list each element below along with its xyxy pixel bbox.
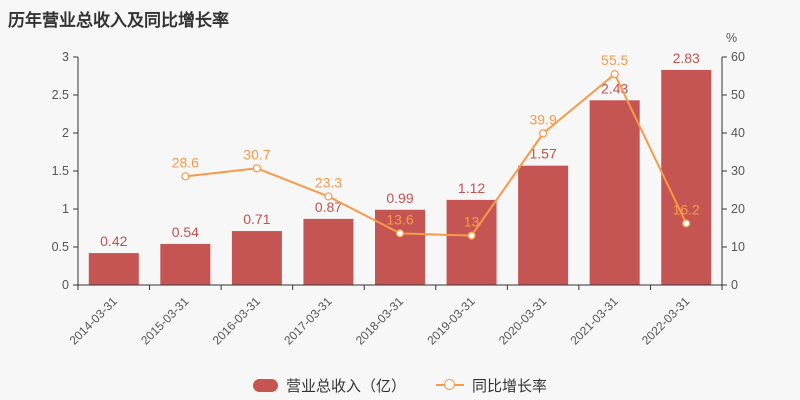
x-label-2016-03-31: 2016-03-31 bbox=[210, 294, 264, 348]
point-2016-03-31[interactable] bbox=[252, 164, 261, 173]
bar-swatch-icon bbox=[252, 378, 278, 392]
line-circle-swatch-icon bbox=[436, 378, 464, 392]
right-axis-tick-label: 30 bbox=[731, 164, 745, 178]
bar-label-2018-03-31: 0.99 bbox=[386, 190, 413, 206]
x-label-2014-03-31: 2014-03-31 bbox=[67, 294, 121, 348]
point-2022-03-31[interactable] bbox=[682, 219, 691, 228]
point-label-2021-03-31: 55.5 bbox=[601, 52, 628, 68]
x-label-2018-03-31: 2018-03-31 bbox=[353, 294, 407, 348]
left-axis-tick-label: 1 bbox=[62, 202, 69, 216]
right-axis-tick-label: 50 bbox=[731, 88, 745, 102]
growth-line bbox=[185, 73, 688, 237]
x-label-2019-03-31: 2019-03-31 bbox=[424, 294, 478, 348]
point-label-2022-03-31: 16.2 bbox=[673, 201, 700, 217]
bar-2021-03-31[interactable] bbox=[589, 100, 640, 285]
bar-2020-03-31[interactable] bbox=[518, 165, 569, 285]
legend-label-growth: 同比增长率 bbox=[472, 377, 548, 395]
bar-label-2015-03-31: 0.54 bbox=[172, 224, 199, 240]
point-label-2016-03-31: 30.7 bbox=[243, 146, 270, 162]
x-label-2022-03-31: 2022-03-31 bbox=[639, 294, 693, 348]
bar-2017-03-31[interactable] bbox=[303, 218, 354, 285]
x-label-2017-03-31: 2017-03-31 bbox=[281, 294, 335, 348]
point-label-2017-03-31: 23.3 bbox=[315, 174, 342, 190]
x-label-2021-03-31: 2021-03-31 bbox=[567, 294, 621, 348]
x-label-2015-03-31: 2015-03-31 bbox=[138, 294, 192, 348]
left-axis-tick-label: 2 bbox=[62, 126, 69, 140]
right-axis-unit: % bbox=[726, 31, 737, 45]
right-axis-tick-label: 60 bbox=[731, 50, 745, 64]
right-axis-tick-label: 0 bbox=[731, 278, 738, 292]
bar-label-2021-03-31: 2.43 bbox=[601, 80, 628, 96]
x-label-2020-03-31: 2020-03-31 bbox=[496, 294, 550, 348]
bar-label-2016-03-31: 0.71 bbox=[243, 211, 270, 227]
point-2021-03-31[interactable] bbox=[610, 69, 619, 79]
point-2017-03-31[interactable] bbox=[324, 192, 333, 201]
point-label-2019-03-31: 13 bbox=[464, 214, 480, 230]
bar-2019-03-31[interactable] bbox=[446, 199, 497, 285]
bar-label-2019-03-31: 1.12 bbox=[458, 180, 485, 196]
bar-2015-03-31[interactable] bbox=[160, 243, 211, 285]
point-label-2020-03-31: 39.9 bbox=[529, 111, 556, 127]
bar-2018-03-31[interactable] bbox=[375, 209, 425, 285]
left-axis-tick-label: 0 bbox=[62, 278, 69, 292]
point-2018-03-31[interactable] bbox=[395, 229, 405, 238]
point-2019-03-31[interactable] bbox=[467, 231, 476, 240]
right-axis-tick-label: 10 bbox=[731, 240, 745, 254]
point-2020-03-31[interactable] bbox=[539, 129, 548, 138]
bar-2014-03-31[interactable] bbox=[88, 253, 139, 285]
bar-label-2020-03-31: 1.57 bbox=[529, 146, 556, 162]
left-axis-tick-label: 0.5 bbox=[52, 240, 69, 254]
point-label-2018-03-31: 13.6 bbox=[386, 211, 413, 227]
right-axis-tick-label: 40 bbox=[731, 126, 745, 140]
bar-2022-03-31[interactable] bbox=[661, 69, 712, 285]
bar-label-2022-03-31: 2.83 bbox=[673, 50, 700, 66]
point-2015-03-31[interactable] bbox=[181, 172, 190, 181]
bar-label-2014-03-31: 0.42 bbox=[100, 233, 127, 249]
chart-title: 历年营业总收入及同比增长率 bbox=[8, 11, 229, 30]
bar-label-2017-03-31: 0.87 bbox=[315, 199, 342, 215]
point-label-2015-03-31: 28.6 bbox=[172, 154, 199, 170]
left-axis-tick-label: 2.5 bbox=[52, 88, 69, 102]
legend-label-revenue: 营业总收入（亿） bbox=[285, 377, 406, 395]
left-axis-tick-label: 3 bbox=[62, 50, 69, 64]
right-axis-tick-label: 20 bbox=[731, 202, 745, 216]
legend-item-revenue[interactable]: 营业总收入（亿） bbox=[252, 375, 406, 396]
legend-item-growth[interactable]: 同比增长率 bbox=[436, 375, 547, 396]
legend: 营业总收入（亿） 同比增长率 bbox=[0, 373, 800, 397]
left-axis-tick-label: 1.5 bbox=[52, 164, 69, 178]
bar-2016-03-31[interactable] bbox=[231, 231, 282, 285]
chart-canvas: 0.42 0.54 0.71 0.87 0.99 1.12 1.57 2.43 2.83 0 0.5… bbox=[52, 31, 745, 348]
